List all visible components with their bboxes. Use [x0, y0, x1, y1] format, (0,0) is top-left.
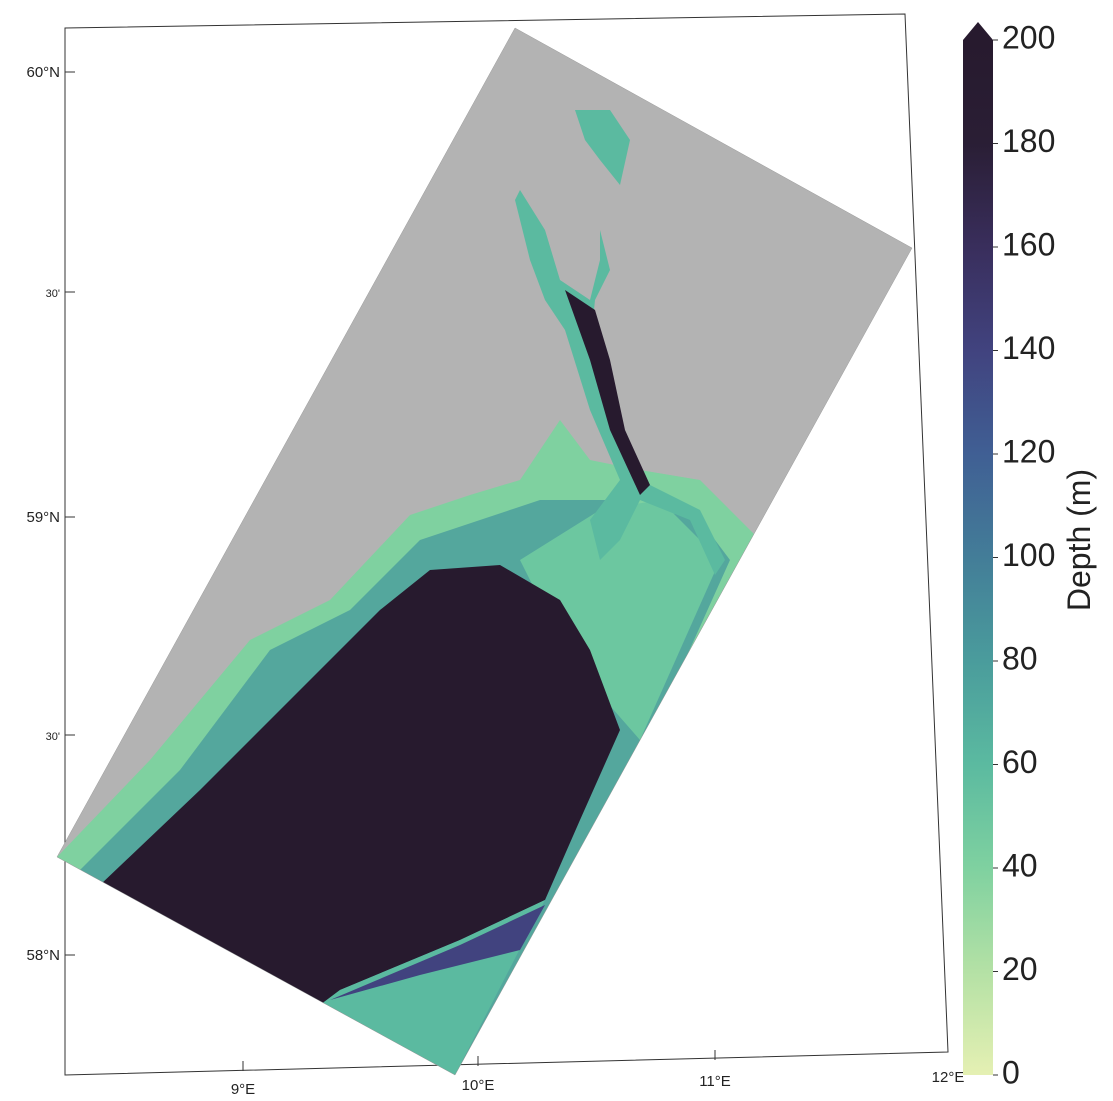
colorbar-tick-label: 60	[1002, 744, 1038, 780]
fjord	[515, 190, 725, 575]
colorbar-tick-label: 200	[1002, 19, 1055, 55]
lat-label: 30'	[46, 731, 60, 743]
colorbar-tick-label: 180	[1002, 123, 1055, 159]
colorbar-tick-label: 160	[1002, 226, 1055, 262]
lat-label: 58°N	[26, 947, 60, 964]
upper-fjord	[575, 110, 630, 185]
lon-label: 12°E	[932, 1069, 965, 1086]
colorbar-tick-label: 120	[1002, 433, 1055, 469]
colorbar-label: Depth (m)	[1061, 469, 1097, 611]
domain-outline	[56, 27, 913, 1076]
colorbar-extend-arrow	[963, 22, 993, 40]
colorbar-tick-label: 20	[1002, 951, 1038, 987]
colorbar-tick-label: 100	[1002, 537, 1055, 573]
slope-edge	[330, 905, 545, 1000]
lat-axis: 60°N 30' 59°N 30' 58°N	[26, 64, 75, 964]
lat-label: 30'	[46, 288, 60, 300]
colorbar: Depth (m) 0 20 40 60 80 100 120 140 160 180 200	[963, 19, 1097, 1090]
lon-label: 11°E	[699, 1073, 731, 1090]
bathymetry	[57, 28, 912, 1075]
colorbar-tick-label: 0	[1002, 1054, 1020, 1090]
colorbar-tick-label: 80	[1002, 640, 1038, 676]
colorbar-bar	[963, 40, 993, 1075]
fjord-channel	[565, 290, 650, 495]
lon-axis: 9°E 10°E 11°E 12°E	[231, 1050, 965, 1098]
eastern-shelf	[520, 500, 720, 740]
lat-label: 60°N	[26, 64, 60, 81]
lat-label: 59°N	[26, 509, 60, 526]
deep-basin	[100, 565, 620, 1005]
colorbar-tick-label: 140	[1002, 330, 1055, 366]
colorbar-tick-label: 40	[1002, 847, 1038, 883]
lon-label: 10°E	[462, 1077, 495, 1094]
lon-label: 9°E	[231, 1081, 255, 1098]
